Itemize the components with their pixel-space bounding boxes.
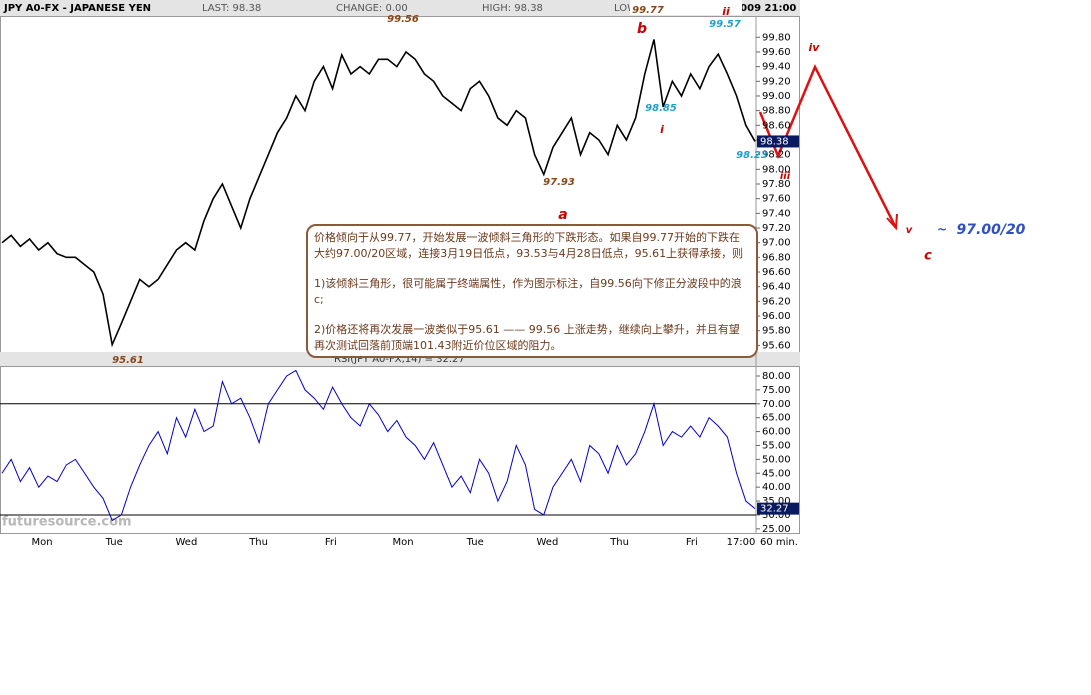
note-text: 1)该倾斜三角形，很可能属于终端属性，作为图示标注，自99.56向下修正分波段中… [314, 277, 742, 306]
x-tick-label: Thu [609, 537, 629, 548]
symbol: JPY A0-FX - JAPANESE YEN [3, 3, 151, 14]
price-annotation: 99.56 [387, 14, 419, 25]
wave-label: c [924, 249, 932, 264]
last-value-box [757, 502, 799, 515]
wave-label: ~ [937, 223, 947, 237]
wave-label: iii [780, 171, 791, 182]
y-tick-label: 65.00 [762, 413, 791, 424]
wave-label: a [558, 207, 567, 223]
price-line [1, 39, 756, 348]
change: CHANGE: 0.00 [336, 3, 408, 14]
rsi-frame [0, 366, 800, 534]
y-tick-label: 40.00 [762, 482, 791, 493]
note-text: 价格倾向于从99.77，开始发展一波倾斜三角形的下跌形态。如果自99.77开始的… [314, 231, 744, 260]
wave-label: b [637, 21, 647, 37]
y-tick-label: 99.60 [762, 47, 791, 58]
y-tick-label: 95.60 [762, 340, 791, 351]
x-tick-label: Tue [466, 537, 484, 548]
x-tick-label: Wed [536, 537, 558, 548]
y-tick-label: 97.40 [762, 208, 791, 219]
high: HIGH: 98.38 [482, 3, 543, 14]
y-tick-label: 96.80 [762, 252, 791, 263]
y-tick-label: 98.60 [762, 120, 791, 131]
x-tick-label: Wed [175, 537, 197, 548]
last-value-label: 98.38 [760, 136, 789, 147]
y-tick-label: 25.00 [762, 524, 791, 535]
y-tick-label: 75.00 [762, 385, 791, 396]
price-annotation: 97.93 [543, 177, 575, 188]
price-line [1, 369, 756, 522]
y-tick-label: 60.00 [762, 427, 791, 438]
last-value-label: 32.27 [760, 504, 789, 515]
y-tick-label: 30.00 [762, 510, 791, 521]
y-tick-label: 97.00 [762, 238, 791, 249]
wave-label: i [660, 123, 664, 136]
price-annotation: 99.77 [632, 5, 664, 16]
x-tick-label: Fri [325, 537, 337, 548]
y-tick-label: 99.40 [762, 62, 791, 73]
watermark: futuresource.com [2, 515, 132, 530]
y-tick-label: 97.80 [762, 179, 791, 190]
wave-label: v [906, 225, 913, 236]
note-text: 2)价格还将再次发展一波类似于95.61 —— 99.56 上涨走势，继续向上攀… [314, 323, 740, 352]
y-tick-label: 99.00 [762, 91, 791, 102]
wave-label: iv [809, 41, 821, 54]
x-interval-label: 60 min. [760, 537, 798, 548]
y-tick-label: 45.00 [762, 468, 791, 479]
x-tick-label: Thu [248, 537, 268, 548]
y-tick-label: 96.20 [762, 296, 791, 307]
y-tick-label: 97.60 [762, 194, 791, 205]
note-box: 价格倾向于从99.77，开始发展一波倾斜三角形的下跌形态。如果自99.77开始的… [306, 224, 758, 358]
x-time-label: 17:00 [727, 537, 756, 548]
y-tick-label: 96.60 [762, 267, 791, 278]
last: LAST: 98.38 [202, 3, 261, 14]
price-annotation: 95.61 [112, 355, 144, 366]
header-bar [0, 0, 800, 16]
rsi-title: RSI(JPY A0-FX,14) = 32.27 [334, 354, 465, 365]
price-annotation: 98.85 [645, 103, 677, 114]
x-tick-label: Fri [686, 537, 698, 548]
y-tick-label: 98.80 [762, 106, 791, 117]
y-tick-label: 55.00 [762, 440, 791, 451]
x-tick-label: Tue [105, 537, 123, 548]
y-tick-label: 50.00 [762, 454, 791, 465]
wave-label: ii [722, 5, 730, 18]
low: LOW [614, 3, 637, 14]
y-tick-label: 99.20 [762, 76, 791, 87]
y-tick-label: 99.80 [762, 32, 791, 43]
y-tick-label: 96.40 [762, 282, 791, 293]
cover-patch [630, 0, 742, 15]
y-tick-label: 35.00 [762, 496, 791, 507]
wave-label: 97.00/20 [957, 222, 1026, 238]
y-tick-label: 96.00 [762, 311, 791, 322]
projection-path [758, 64, 898, 229]
projection-arrow [886, 213, 898, 231]
date: 5/1/2009 21:00 [712, 3, 796, 14]
y-tick-label: 97.20 [762, 223, 791, 234]
y-tick-label: 98.00 [762, 164, 791, 175]
price-annotation: 98.23 [736, 150, 768, 161]
last-value-box [757, 135, 799, 148]
price-annotation: 99.57 [709, 19, 741, 30]
y-tick-label: 95.80 [762, 326, 791, 337]
x-tick-label: Mon [31, 537, 52, 548]
y-tick-label: 98.20 [762, 150, 791, 161]
y-tick-label: 80.00 [762, 371, 791, 382]
y-tick-label: 70.00 [762, 399, 791, 410]
x-tick-label: Mon [392, 537, 413, 548]
